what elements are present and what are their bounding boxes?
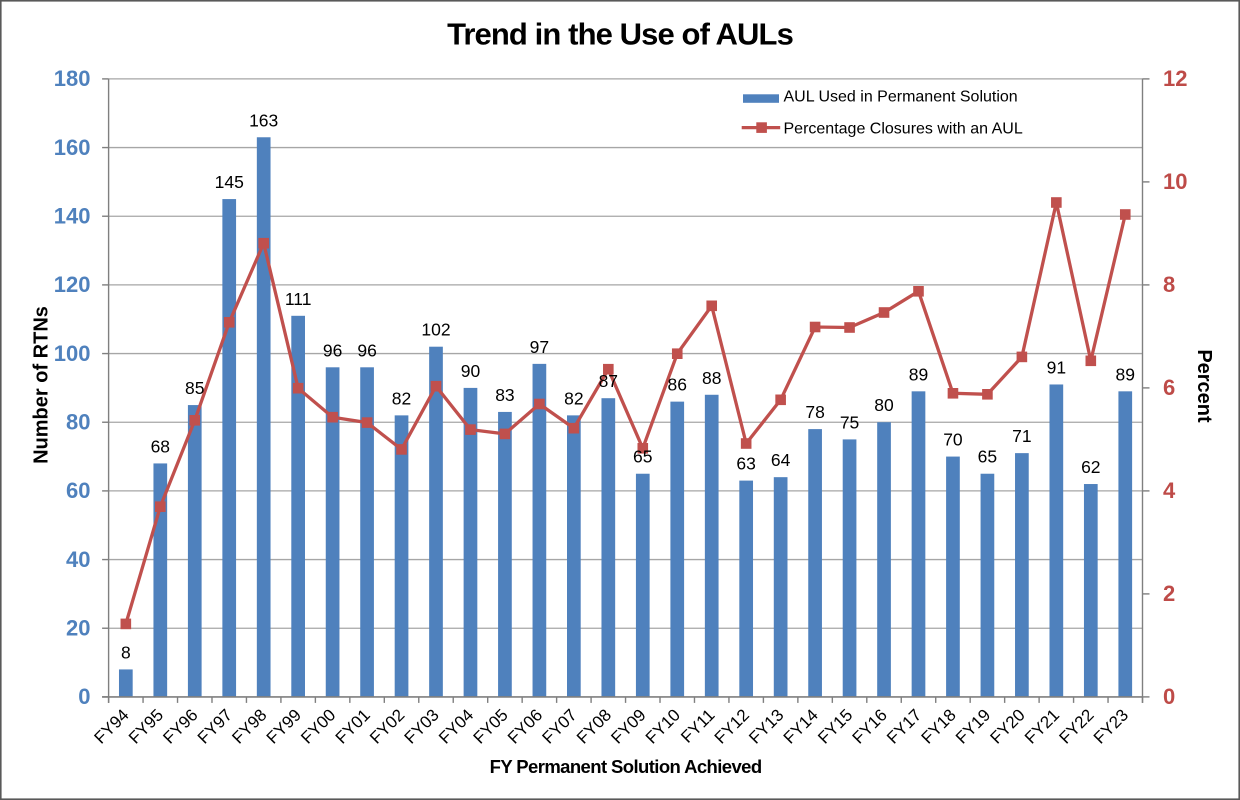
svg-text:6: 6 <box>1163 375 1175 400</box>
svg-text:0: 0 <box>78 684 90 709</box>
svg-text:8: 8 <box>1163 272 1175 297</box>
svg-text:68: 68 <box>151 436 170 456</box>
svg-text:FY Permanent Solution Achieved: FY Permanent Solution Achieved <box>490 756 762 777</box>
svg-text:Percentage Closures with an AU: Percentage Closures with an AUL <box>784 121 1023 138</box>
svg-text:Number of RTNs: Number of RTNs <box>31 306 53 464</box>
svg-text:2: 2 <box>1163 581 1175 606</box>
svg-text:86: 86 <box>668 375 687 395</box>
svg-text:90: 90 <box>461 361 481 381</box>
svg-text:4: 4 <box>1163 478 1176 503</box>
svg-text:10: 10 <box>1163 169 1187 194</box>
svg-text:160: 160 <box>54 135 91 160</box>
svg-text:12: 12 <box>1163 66 1187 91</box>
svg-text:83: 83 <box>495 385 514 405</box>
svg-text:111: 111 <box>285 289 312 309</box>
svg-text:140: 140 <box>54 203 91 228</box>
svg-text:88: 88 <box>702 368 721 388</box>
svg-text:82: 82 <box>564 388 583 408</box>
svg-text:145: 145 <box>215 172 244 192</box>
svg-text:0: 0 <box>1163 684 1175 709</box>
svg-text:97: 97 <box>530 337 549 357</box>
svg-text:65: 65 <box>978 447 997 467</box>
svg-text:20: 20 <box>66 615 90 640</box>
svg-text:80: 80 <box>66 409 90 434</box>
svg-text:63: 63 <box>736 454 755 474</box>
svg-text:96: 96 <box>323 340 342 360</box>
svg-text:102: 102 <box>421 320 450 340</box>
svg-text:Trend in the Use of AULs: Trend in the Use of AULs <box>447 17 793 52</box>
svg-text:120: 120 <box>54 272 91 297</box>
svg-text:62: 62 <box>1081 457 1100 477</box>
svg-text:65: 65 <box>633 447 652 467</box>
svg-text:75: 75 <box>840 412 859 432</box>
svg-text:89: 89 <box>1116 364 1135 384</box>
svg-text:89: 89 <box>909 364 928 384</box>
svg-text:87: 87 <box>599 371 618 391</box>
svg-text:91: 91 <box>1047 357 1066 377</box>
svg-text:82: 82 <box>392 388 411 408</box>
svg-text:85: 85 <box>185 378 204 398</box>
svg-text:40: 40 <box>66 547 90 572</box>
svg-text:78: 78 <box>805 402 824 422</box>
svg-text:8: 8 <box>121 642 131 662</box>
svg-text:163: 163 <box>249 110 278 130</box>
svg-text:100: 100 <box>54 341 91 366</box>
svg-text:96: 96 <box>357 340 376 360</box>
svg-text:AUL Used in Permanent Solution: AUL Used in Permanent Solution <box>784 89 1018 106</box>
svg-text:71: 71 <box>1012 426 1031 446</box>
svg-text:80: 80 <box>874 395 894 415</box>
svg-text:60: 60 <box>66 478 90 503</box>
svg-text:Percent: Percent <box>1193 349 1215 423</box>
svg-text:70: 70 <box>943 430 963 450</box>
svg-text:64: 64 <box>771 450 791 470</box>
svg-text:180: 180 <box>54 66 91 91</box>
